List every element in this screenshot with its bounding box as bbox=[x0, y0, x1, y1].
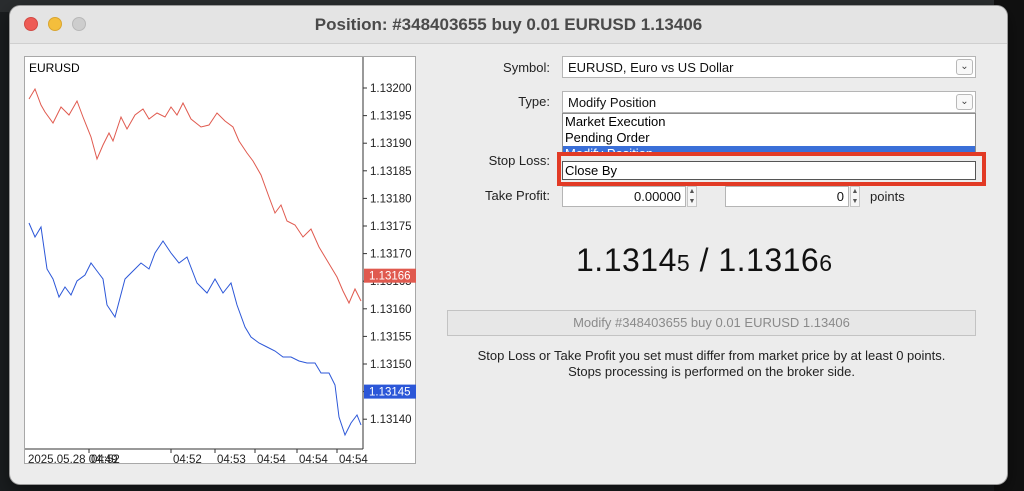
window-title: Position: #348403655 buy 0.01 EURUSD 1.1… bbox=[314, 15, 703, 34]
type-option-close-by[interactable]: Close By bbox=[562, 161, 976, 180]
stop-level-note: Stop Loss or Take Profit you set must di… bbox=[477, 348, 946, 363]
time-tick-label: 04:52 bbox=[173, 454, 202, 465]
bid-price-tag bbox=[364, 384, 416, 399]
price-tick-label: 1.13200 bbox=[370, 83, 412, 95]
ask-price-tag-label: 1.13166 bbox=[369, 271, 411, 283]
ask-price-small: 6 bbox=[819, 250, 833, 276]
price-tick-label: 1.13160 bbox=[370, 304, 412, 316]
chevron-down-icon[interactable]: ⌄ bbox=[956, 59, 973, 75]
type-option-modify-position[interactable]: Modify Position bbox=[563, 146, 975, 154]
title-bar: Position: #348403655 buy 0.01 EURUSD 1.1… bbox=[10, 6, 1007, 44]
time-tick-label: 04:52 bbox=[91, 454, 120, 465]
type-option-pending-order[interactable]: Pending Order bbox=[565, 130, 650, 145]
ask-price-main: 1.1316 bbox=[718, 242, 820, 278]
take-profit-label: Take Profit: bbox=[484, 188, 550, 203]
bid-tick-line bbox=[28, 222, 362, 437]
chevron-down-icon[interactable]: ⌄ bbox=[956, 94, 973, 110]
quote-separator: / bbox=[690, 242, 719, 278]
price-tick-label: 1.13185 bbox=[370, 166, 412, 178]
bid-price-tag-label: 1.13145 bbox=[369, 387, 411, 399]
take-profit-points-stepper[interactable]: ▲ ▼ bbox=[850, 186, 860, 207]
take-profit-price-input[interactable]: 0.00000 bbox=[562, 186, 686, 207]
time-tick-label: 2025.05.28 04:49 bbox=[28, 454, 118, 465]
type-dropdown-list: Market Execution Pending Order Modify Po… bbox=[562, 113, 976, 155]
price-tick-label: 1.13190 bbox=[370, 138, 412, 150]
points-label: points bbox=[870, 189, 905, 204]
symbol-select[interactable]: EURUSD, Euro vs US Dollar ⌄ bbox=[562, 56, 976, 78]
type-label: Type: bbox=[518, 94, 550, 109]
price-tick-label: 1.13150 bbox=[370, 359, 412, 371]
tick-chart-svg: 1.13200 1.13195 1.13190 1.13185 1.13180 1.131… bbox=[25, 57, 416, 465]
price-tick-label: 1.13155 bbox=[370, 331, 412, 343]
take-profit-price-stepper[interactable]: ▲ ▼ bbox=[687, 186, 697, 207]
bid-price-small: 5 bbox=[676, 250, 691, 276]
price-tick-label: 1.13175 bbox=[370, 221, 412, 233]
chart-symbol-label: EURUSD bbox=[29, 61, 80, 75]
price-tick-label: 1.13170 bbox=[370, 249, 412, 261]
symbol-select-value: EURUSD, Euro vs US Dollar bbox=[568, 60, 734, 75]
tick-chart: 1.13200 1.13195 1.13190 1.13185 1.13180 1.131… bbox=[24, 56, 416, 465]
stop-loss-label: Stop Loss: bbox=[488, 153, 550, 168]
close-window-button[interactable] bbox=[24, 17, 38, 31]
modify-position-button[interactable]: Modify #348403655 buy 0.01 EURUSD 1.1340… bbox=[447, 310, 976, 336]
time-tick-label: 04:54 bbox=[299, 454, 328, 465]
zoom-window-button[interactable] bbox=[72, 17, 86, 31]
symbol-label: Symbol: bbox=[503, 60, 550, 75]
price-tick-label: 1.13180 bbox=[370, 193, 412, 205]
highlight-box bbox=[557, 152, 986, 186]
bid-price-main: 1.1314 bbox=[576, 242, 677, 278]
time-tick-label: 04:53 bbox=[217, 454, 246, 465]
price-tick-label: 1.13140 bbox=[370, 414, 412, 426]
minimize-window-button[interactable] bbox=[48, 17, 62, 31]
type-select-value: Modify Position bbox=[568, 95, 657, 110]
time-tick-label: 04:54 bbox=[339, 454, 368, 465]
ask-price-tag bbox=[364, 268, 416, 283]
price-quote: 1.13145 / 1.13166 bbox=[576, 242, 833, 279]
ask-tick-line bbox=[28, 87, 362, 305]
position-dialog: Position: #348403655 buy 0.01 EURUSD 1.1… bbox=[10, 6, 1007, 484]
type-select[interactable]: Modify Position ⌄ bbox=[562, 91, 976, 113]
time-tick-label: 04:54 bbox=[257, 454, 286, 465]
take-profit-points-input[interactable]: 0 bbox=[725, 186, 849, 207]
broker-processing-note: Stops processing is performed on the bro… bbox=[568, 364, 855, 379]
price-tick-label: 1.13195 bbox=[370, 111, 412, 123]
type-option-market-execution[interactable]: Market Execution bbox=[565, 114, 666, 129]
